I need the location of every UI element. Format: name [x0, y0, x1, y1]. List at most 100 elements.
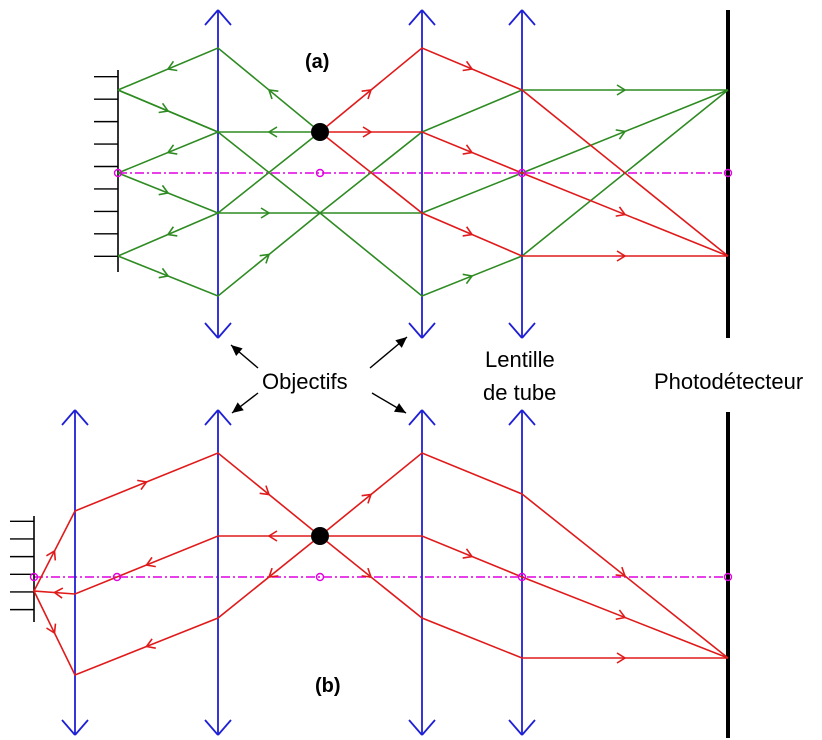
red-ray-b: [319, 535, 728, 659]
panel-a-label: (a): [305, 51, 329, 73]
red-ray-arrow: [52, 587, 64, 599]
red-ray-arrow: [361, 493, 373, 504]
lens-stroke: [421, 9, 436, 26]
green-ray-arrow: [260, 207, 271, 219]
objectifs-label: Objectifs: [262, 369, 348, 394]
green-ray-arrow: [462, 273, 474, 285]
arrow-head: [395, 337, 407, 348]
lens-stroke: [217, 719, 232, 736]
tube-lens-label-line1: Lentille: [485, 347, 555, 372]
red-ray-b: [32, 452, 321, 595]
lens-stroke: [508, 409, 523, 426]
lens-stroke: [421, 719, 436, 736]
green-ray-arrow: [166, 144, 178, 155]
lens-stroke: [421, 409, 436, 426]
red-ray-a: [319, 47, 729, 257]
arrow-head: [231, 345, 243, 356]
red-ray-arrow: [45, 549, 57, 561]
mirror-b: [10, 516, 35, 622]
lens-b0: [61, 409, 89, 736]
green-ray-arrow: [615, 129, 627, 140]
lens-stroke: [217, 322, 232, 339]
axis-dot-a: [113, 168, 123, 178]
lens-stroke: [508, 322, 523, 339]
objective-lens-a2: [408, 9, 436, 339]
tube-lens-label-line2: de tube: [483, 380, 556, 405]
green-ray-a: [117, 47, 323, 133]
arrow-head: [232, 402, 244, 413]
lens-stroke: [61, 719, 76, 736]
lens-stroke: [508, 9, 523, 26]
red-ray-arrow: [462, 144, 474, 155]
lens-stroke: [408, 719, 423, 736]
red-ray-arrow: [362, 126, 373, 138]
lens-stroke: [204, 322, 219, 339]
green-ray-arrow: [158, 267, 170, 279]
red-ray-arrow: [462, 226, 474, 237]
red-ray-arrow: [462, 548, 474, 559]
red-ray-arrow: [462, 60, 474, 72]
lens-stroke: [408, 9, 423, 26]
panel-b-label: (b): [315, 675, 341, 697]
green-ray-arrow: [259, 253, 271, 264]
lens-stroke: [521, 322, 536, 339]
red-ray-arrow: [616, 652, 627, 664]
red-ray-arrow: [361, 89, 373, 100]
lens-stroke: [421, 322, 436, 339]
green-ray-arrow: [166, 60, 178, 72]
green-ray-a: [117, 212, 321, 297]
green-ray-a: [319, 89, 728, 214]
green-ray-arrow: [166, 226, 178, 237]
axis-dot-b: [517, 572, 527, 582]
red-ray-arrow: [145, 556, 156, 568]
red-ray-arrow: [616, 250, 627, 262]
lens-stroke: [74, 719, 89, 736]
lens-stroke: [204, 409, 219, 426]
red-ray-arrow: [615, 566, 627, 577]
objectifs-arrow-upper-left: [230, 344, 259, 369]
green-ray-arrow: [267, 126, 278, 138]
red-ray-arrow: [267, 567, 279, 578]
lens-stroke: [521, 409, 536, 426]
red-ray-a: [320, 131, 729, 257]
axis-dot-b: [315, 572, 325, 582]
axis-dot-a: [517, 168, 527, 178]
point-source-a: [311, 123, 329, 141]
red-ray-arrow: [615, 609, 627, 621]
tube-lens-a: [508, 9, 536, 339]
green-ray-arrow: [158, 184, 170, 196]
objectifs-arrow-lower-left: [231, 392, 259, 414]
lens-stroke: [521, 719, 536, 736]
tube-lens-b: [508, 409, 536, 736]
axis-dot-b: [112, 572, 122, 582]
objective-lens-b2: [408, 409, 436, 736]
red-ray-a: [319, 131, 728, 257]
green-ray-arrow: [616, 84, 627, 96]
lens-stroke: [204, 9, 219, 26]
objectifs-arrow-upper-right: [369, 336, 408, 369]
arrow-head: [393, 403, 406, 413]
red-ray-arrow: [259, 485, 271, 496]
lens-stroke: [508, 719, 523, 736]
axis-dot-a: [315, 168, 325, 178]
green-ray-a: [319, 89, 729, 297]
lens-stroke: [74, 409, 89, 426]
green-ray-arrow: [267, 89, 279, 100]
red-ray-arrow: [137, 479, 148, 491]
red-ray-arrow: [615, 206, 627, 217]
point-source-b: [311, 527, 329, 545]
axis-dot-b: [723, 572, 733, 582]
red-ray-arrow: [267, 530, 278, 542]
objective-lens-a1: [204, 9, 232, 339]
lens-stroke: [204, 719, 219, 736]
lens-stroke: [408, 409, 423, 426]
red-ray-arrow: [46, 623, 57, 635]
red-ray-arrow: [145, 638, 156, 649]
axis-dot-a: [723, 168, 733, 178]
green-ray-a: [217, 131, 321, 214]
red-ray-arrow: [361, 567, 373, 578]
axis-dot-b: [29, 572, 39, 582]
photodetector-label: Photodétecteur: [654, 369, 803, 394]
green-ray-arrow: [158, 102, 170, 114]
